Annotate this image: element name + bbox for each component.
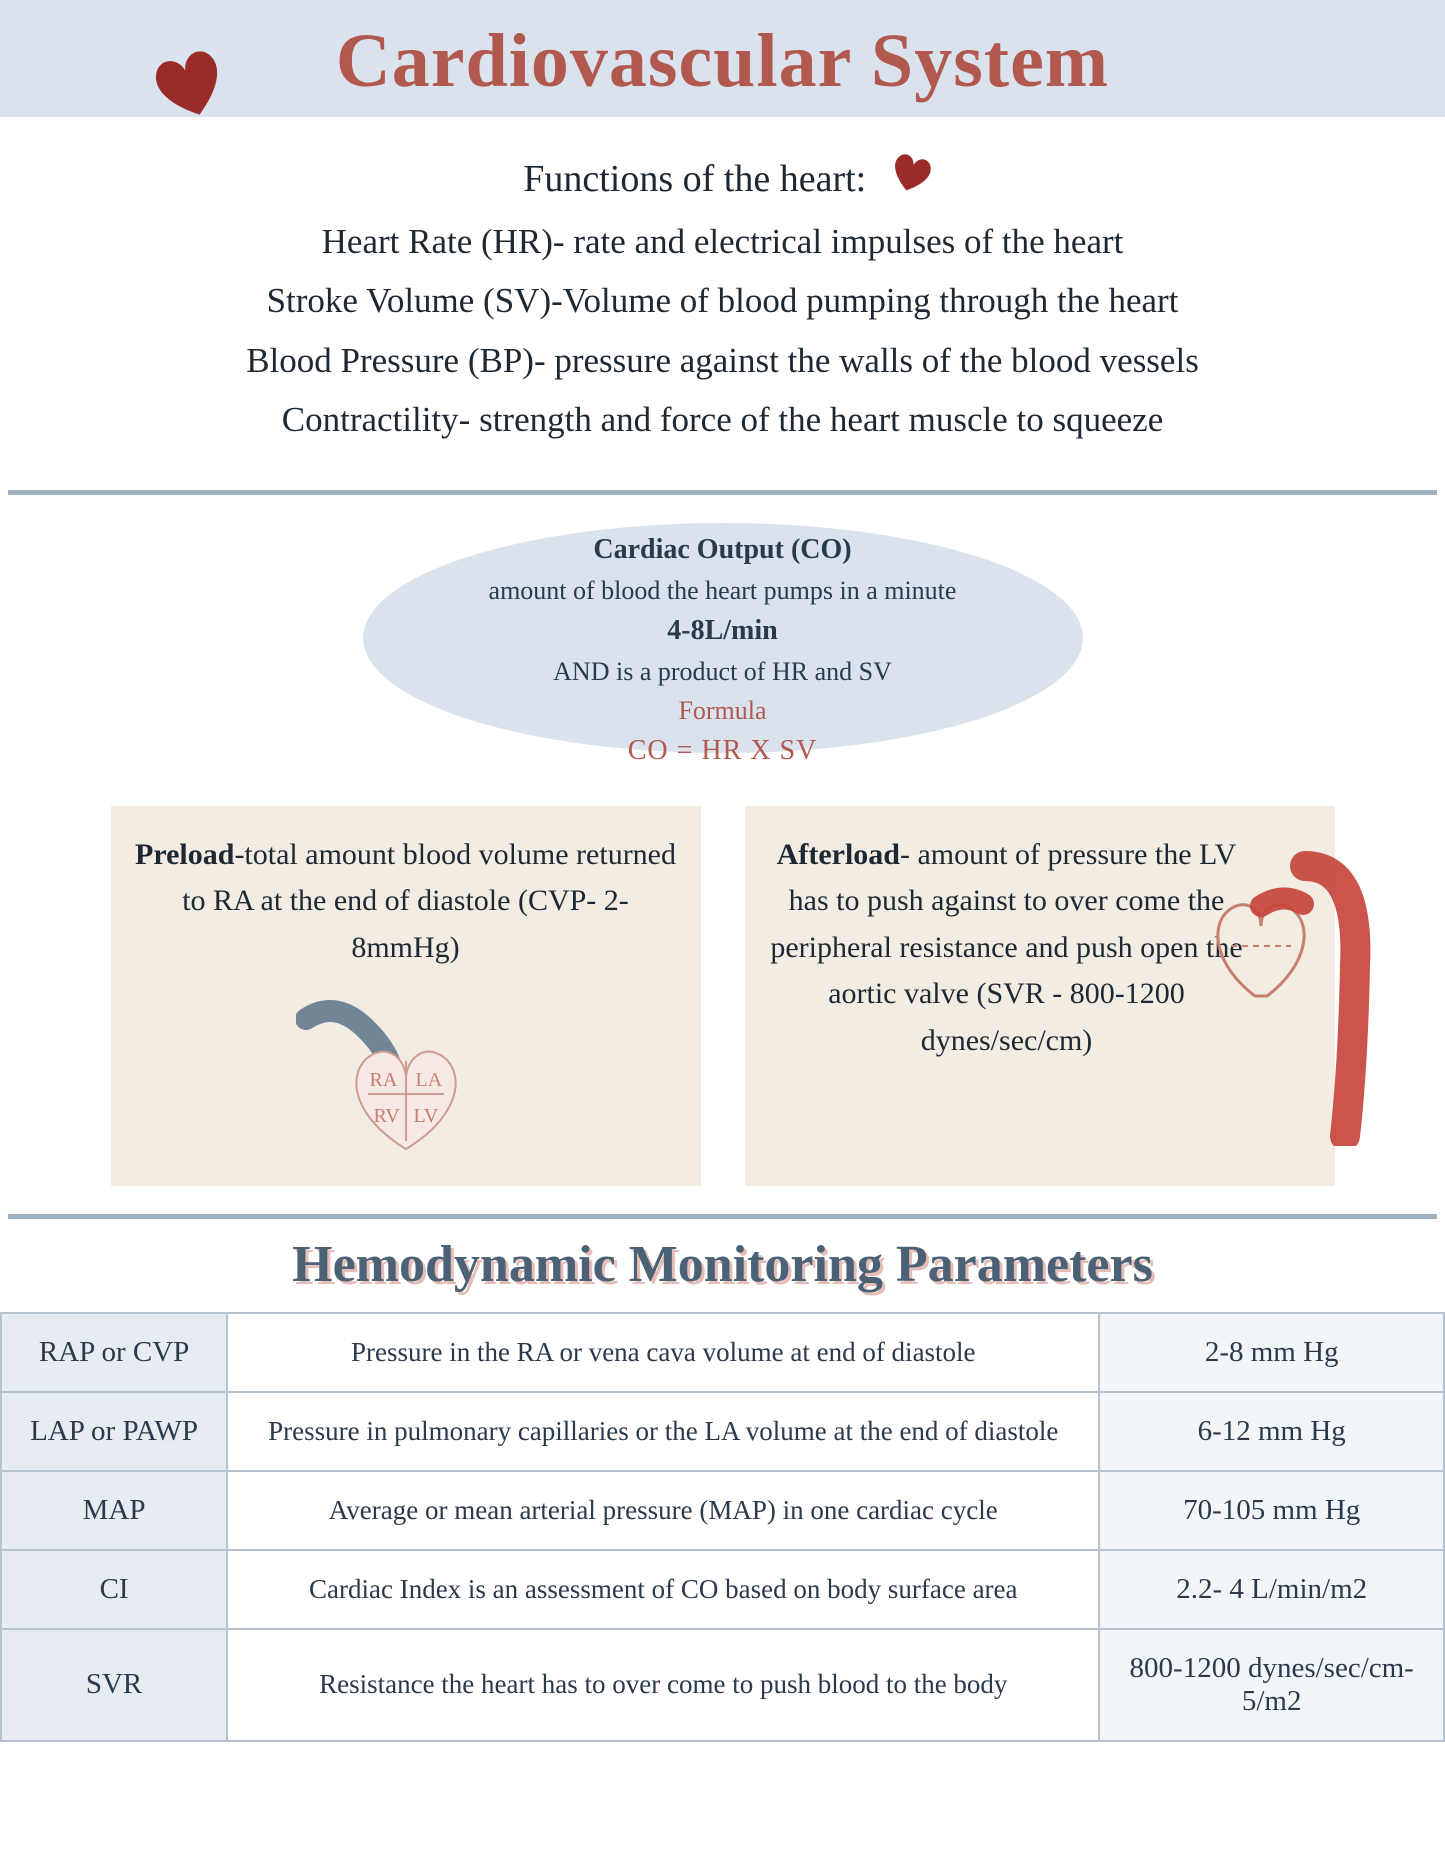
- co-formula: CO = HR X SV: [0, 730, 1445, 772]
- afterload-text: Afterload- amount of pressure the LV has…: [769, 832, 1245, 1065]
- divider: [8, 490, 1437, 495]
- param-name: LAP or PAWP: [1, 1392, 227, 1471]
- heart-icon: [150, 48, 230, 127]
- co-text-block: Cardiac Output (CO) amount of blood the …: [0, 529, 1445, 772]
- param-range: 6-12 mm Hg: [1099, 1392, 1444, 1471]
- param-name: SVR: [1, 1629, 227, 1741]
- chamber-label-rv: RV: [374, 1101, 400, 1132]
- co-note: AND is a product of HR and SV: [0, 652, 1445, 691]
- chamber-label-la: LA: [416, 1065, 443, 1096]
- title-band: Cardiovascular System: [0, 0, 1445, 117]
- param-name: CI: [1, 1550, 227, 1629]
- load-row: Preload-total amount blood volume return…: [0, 788, 1445, 1210]
- afterload-label: Afterload: [777, 838, 900, 871]
- param-desc: Pressure in pulmonary capillaries or the…: [227, 1392, 1099, 1471]
- co-formula-label: Formula: [0, 691, 1445, 730]
- function-item: Heart Rate (HR)- rate and electrical imp…: [60, 212, 1385, 272]
- preload-label: Preload: [135, 838, 234, 871]
- function-item: Contractility- strength and force of the…: [60, 390, 1385, 450]
- afterload-heart-icon: [1195, 846, 1375, 1146]
- co-range: 4-8L/min: [0, 610, 1445, 652]
- chamber-label-ra: RA: [370, 1065, 398, 1096]
- heart-icon: [888, 151, 934, 216]
- params-title: Hemodynamic Monitoring Parameters: [0, 1223, 1445, 1312]
- params-tbody: RAP or CVPPressure in the RA or vena cav…: [1, 1313, 1444, 1741]
- param-desc: Average or mean arterial pressure (MAP) …: [227, 1471, 1099, 1550]
- params-table: RAP or CVPPressure in the RA or vena cav…: [0, 1312, 1445, 1742]
- param-range: 800-1200 dynes/sec/cm-5/m2: [1099, 1629, 1444, 1741]
- table-row: MAPAverage or mean arterial pressure (MA…: [1, 1471, 1444, 1550]
- chamber-label-lv: LV: [414, 1101, 439, 1132]
- table-row: CICardiac Index is an assessment of CO b…: [1, 1550, 1444, 1629]
- divider: [8, 1214, 1437, 1219]
- co-subtitle: amount of blood the heart pumps in a min…: [0, 571, 1445, 610]
- functions-heading-text: Functions of the heart:: [523, 158, 866, 200]
- function-item: Stroke Volume (SV)-Volume of blood pumpi…: [60, 271, 1385, 331]
- cardiac-output-section: Cardiac Output (CO) amount of blood the …: [0, 499, 1445, 788]
- functions-heading: Functions of the heart:: [523, 147, 921, 212]
- param-desc: Cardiac Index is an assessment of CO bas…: [227, 1550, 1099, 1629]
- param-range: 2-8 mm Hg: [1099, 1313, 1444, 1392]
- param-range: 70-105 mm Hg: [1099, 1471, 1444, 1550]
- preload-desc: -total amount blood volume returned to R…: [182, 838, 676, 964]
- table-row: SVRResistance the heart has to over come…: [1, 1629, 1444, 1741]
- function-item: Blood Pressure (BP)- pressure against th…: [60, 331, 1385, 391]
- param-desc: Pressure in the RA or vena cava volume a…: [227, 1313, 1099, 1392]
- table-row: LAP or PAWPPressure in pulmonary capilla…: [1, 1392, 1444, 1471]
- table-row: RAP or CVPPressure in the RA or vena cav…: [1, 1313, 1444, 1392]
- co-title: Cardiac Output (CO): [0, 529, 1445, 571]
- param-desc: Resistance the heart has to over come to…: [227, 1629, 1099, 1741]
- param-range: 2.2- 4 L/min/m2: [1099, 1550, 1444, 1629]
- preload-card: Preload-total amount blood volume return…: [111, 806, 701, 1186]
- functions-section: Functions of the heart: Heart Rate (HR)-…: [0, 117, 1445, 486]
- heart-diagram: RA LA RV LV: [296, 989, 516, 1159]
- param-name: RAP or CVP: [1, 1313, 227, 1392]
- afterload-card: Afterload- amount of pressure the LV has…: [745, 806, 1335, 1186]
- preload-text: Preload-total amount blood volume return…: [135, 832, 677, 972]
- param-name: MAP: [1, 1471, 227, 1550]
